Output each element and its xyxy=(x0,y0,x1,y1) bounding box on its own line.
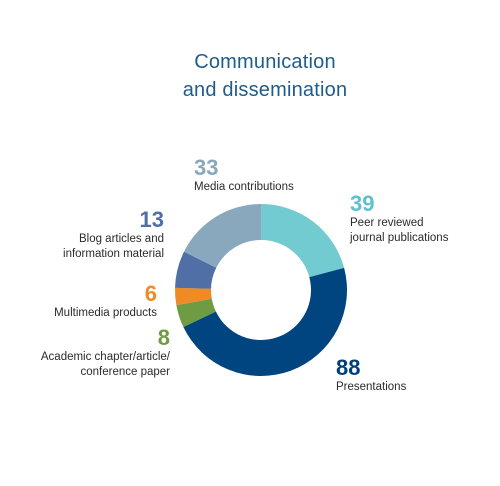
slice-peer-reviewed xyxy=(261,204,345,278)
value-multimedia: 6 xyxy=(144,281,157,306)
label-blog-articles: 13 Blog articles and information materia… xyxy=(63,208,164,262)
chart-title: Communication and dissemination xyxy=(0,48,500,104)
slice-blog-articles xyxy=(175,251,217,289)
name-academic-chapter: Academic chapter/article/ conference pap… xyxy=(40,351,170,378)
slice-presentations xyxy=(183,267,348,377)
chart-title-line-1: Communication xyxy=(194,51,336,73)
name-multimedia: Multimedia products xyxy=(54,307,157,319)
name-peer-reviewed: Peer reviewed journal publications xyxy=(350,217,449,244)
name-blog-articles: Blog articles and information material xyxy=(63,233,164,260)
slice-multimedia xyxy=(175,287,212,306)
label-presentations: 88 Presentations xyxy=(336,356,406,395)
label-peer-reviewed: 39 Peer reviewed journal publications xyxy=(350,192,448,246)
value-academic-chapter: 8 xyxy=(157,325,170,350)
name-presentations: Presentations xyxy=(336,381,407,393)
value-blog-articles: 13 xyxy=(139,207,164,232)
name-media-contributions: Media contributions xyxy=(194,181,294,193)
slice-academic-chapter xyxy=(176,298,216,328)
label-multimedia: 6 Multimedia products xyxy=(54,282,157,321)
chart-title-line-2: and dissemination xyxy=(182,79,348,101)
value-media-contributions: 33 xyxy=(194,155,219,180)
value-peer-reviewed: 39 xyxy=(350,191,375,216)
value-presentations: 88 xyxy=(336,355,361,380)
slice-media-contributions xyxy=(184,204,261,268)
label-academic-chapter: 8 Academic chapter/article/ conference p… xyxy=(41,326,170,380)
label-media-contributions: 33 Media contributions xyxy=(194,156,294,195)
